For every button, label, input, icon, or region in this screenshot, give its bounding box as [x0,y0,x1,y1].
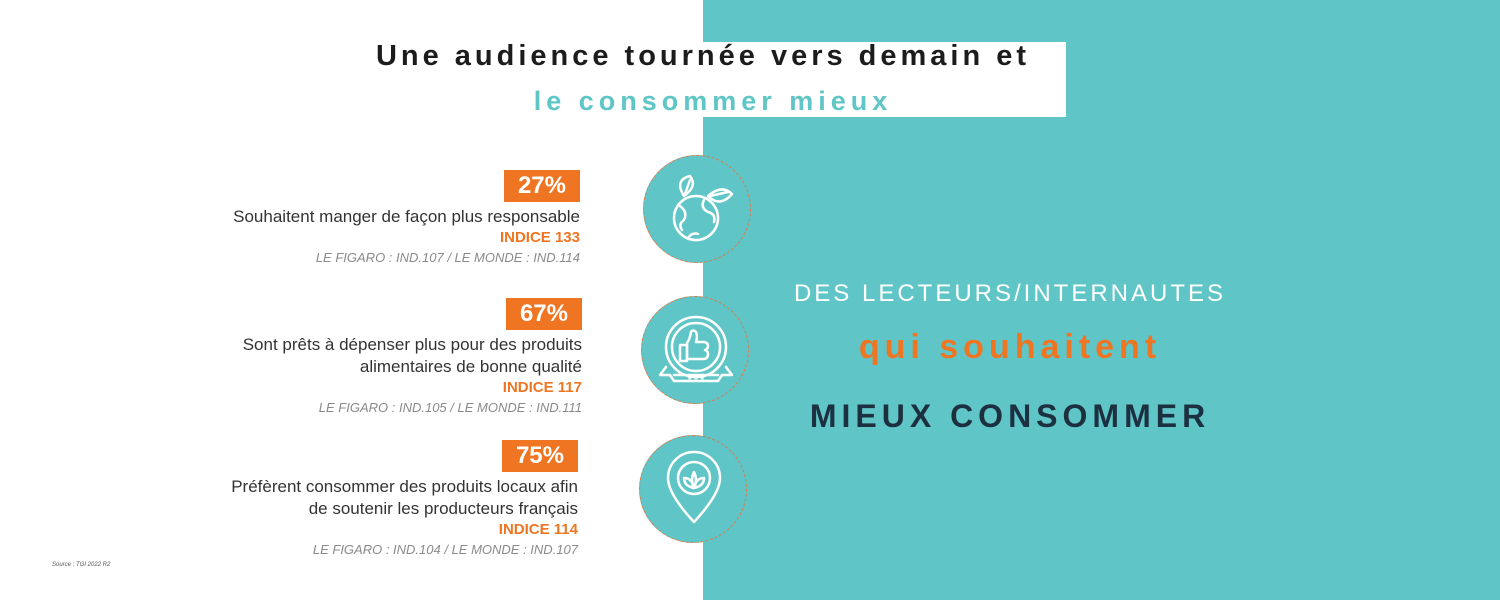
page-title: Une audience tournée vers demain et [375,40,1031,72]
stat-block-2: 67% Sont prêts à dépenser plus pour des … [152,298,582,418]
comparison-text: LE FIGARO : IND.107 / LE MONDE : IND.114 [315,250,580,265]
stat-block-3: 75% Préfèrent consommer des produits loc… [148,440,578,560]
indice-value: INDICE 114 [498,521,578,538]
indice-value: INDICE 117 [502,379,582,396]
percent-badge: 67% [505,298,582,330]
svg-text:★★★: ★★★ [687,374,706,382]
readers-label: DES LECTEURS/INTERNAUTES [793,280,1227,307]
stat-description: Sont prêts à dépenser plus pour des prod… [242,335,582,354]
thumbs-up-badge-icon: ★★★ [641,296,749,404]
stat-description: Souhaitent manger de façon plus responsa… [233,207,580,226]
percent-badge: 75% [501,440,578,472]
page-subtitle: le consommer mieux [533,86,893,116]
consume-better-label: MIEUX CONSOMMER [809,398,1211,434]
stat-block-1: 27% Souhaitent manger de façon plus resp… [150,170,580,268]
stat-description: de soutenir les producteurs français [308,499,578,518]
comparison-text: LE FIGARO : IND.104 / LE MONDE : IND.107 [312,542,578,557]
location-leaf-icon [639,435,747,543]
indice-value: INDICE 133 [499,229,580,246]
title-box [340,42,1066,117]
comparison-text: LE FIGARO : IND.105 / LE MONDE : IND.111 [318,400,582,415]
stat-description: alimentaires de bonne qualité [359,357,582,376]
globe-leaves-icon [643,155,751,263]
stat-description: Préfèrent consommer des produits locaux … [231,477,578,496]
percent-badge: 27% [503,170,580,202]
source-note: Source : TGI 2022 R2 [52,562,111,568]
wish-label: qui souhaitent [858,328,1162,366]
